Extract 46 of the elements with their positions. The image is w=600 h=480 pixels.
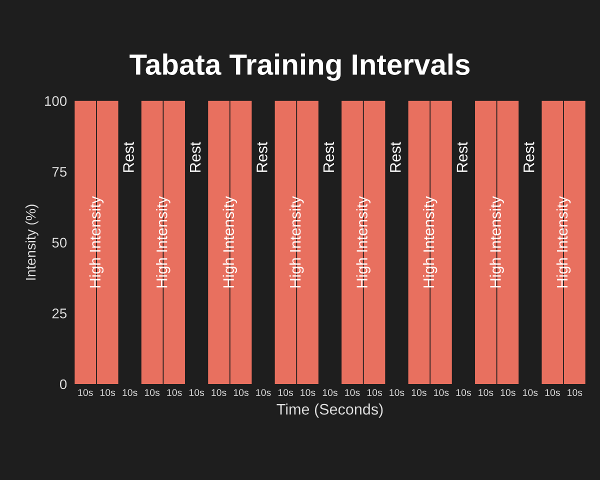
x-tick-label: 10s <box>390 389 404 396</box>
x-axis-title: Time (Seconds) <box>276 403 383 418</box>
x-tick-label: 10s <box>167 389 182 396</box>
y-tick-label: 50 <box>52 238 67 248</box>
data-label: High Intensity <box>556 196 571 288</box>
annotation: Rest <box>524 142 534 172</box>
y-tick-label: 25 <box>52 308 67 318</box>
x-tick-label: 10s <box>189 389 204 396</box>
x-tick-label: 10s <box>78 389 93 396</box>
x-tick-label: 10s <box>212 389 226 396</box>
x-tick-label: 10s <box>434 389 449 396</box>
data-label: High Intensity <box>222 196 238 288</box>
x-tick-label: 10s <box>278 389 294 396</box>
x-tick-label: 10s <box>523 389 538 396</box>
y-axis-title: Intensity (%) <box>25 204 38 280</box>
data-label: High Intensity <box>156 196 170 288</box>
data-label: High Intensity <box>290 196 304 288</box>
y-tick-label: 75 <box>52 167 67 177</box>
x-tick-label: 10s <box>500 389 516 396</box>
chart-title: Tabata Training Intervals <box>130 54 470 81</box>
y-tick-label: 100 <box>45 96 67 106</box>
x-tick-label: 10s <box>412 389 426 396</box>
data-label: High Intensity <box>89 196 104 288</box>
annotation: Rest <box>123 142 134 172</box>
annotation: Rest <box>390 142 401 172</box>
x-tick-label: 10s <box>568 389 582 396</box>
x-tick-label: 10s <box>322 389 338 396</box>
annotation: Rest <box>256 142 268 172</box>
x-tick-label: 10s <box>122 389 138 396</box>
x-tick-label: 10s <box>234 389 249 396</box>
x-tick-label: 10s <box>367 389 382 396</box>
annotation: Rest <box>190 142 201 172</box>
annotation: Rest <box>323 142 334 172</box>
x-tick-label: 10s <box>300 389 316 396</box>
annotation: Rest <box>456 142 468 172</box>
x-tick-label: 10s <box>545 389 560 396</box>
x-tick-label: 10s <box>456 389 471 396</box>
x-tick-label: 10s <box>144 389 160 396</box>
data-label: High Intensity <box>356 196 370 288</box>
x-tick-label: 10s <box>100 389 116 396</box>
y-tick-label: 0 <box>60 379 67 390</box>
data-label: High Intensity <box>490 196 504 288</box>
x-tick-label: 10s <box>256 389 271 396</box>
x-tick-label: 10s <box>345 389 360 396</box>
x-tick-label: 10s <box>478 389 494 396</box>
data-label: High Intensity <box>422 196 438 288</box>
